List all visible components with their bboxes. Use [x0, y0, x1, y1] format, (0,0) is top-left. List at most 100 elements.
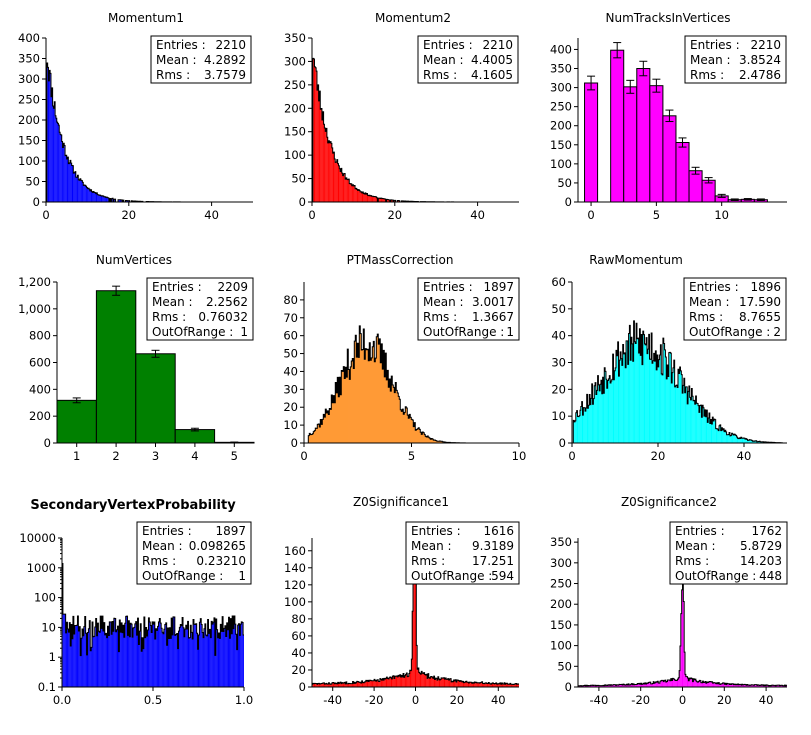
histogram-bin [177, 648, 179, 687]
stat-label: Entries : [675, 524, 725, 538]
histogram-bin [628, 685, 630, 687]
stat-label: Mean : [689, 295, 730, 309]
histogram-bin [360, 682, 361, 687]
x-tick-label: 40 [470, 208, 485, 222]
histogram-bin [374, 679, 375, 687]
histogram-bin [407, 415, 409, 443]
histogram-bin [719, 424, 721, 443]
histogram-bin [654, 361, 656, 443]
stat-value: 3.7579 [204, 68, 246, 82]
histogram-bin [600, 685, 602, 687]
histogram-bin [489, 683, 491, 687]
histogram-bin [736, 684, 737, 687]
histogram-bin [444, 679, 446, 687]
histogram-bin [585, 408, 587, 443]
histogram-bin [369, 680, 371, 687]
histogram-bin [411, 659, 413, 687]
histogram-bin [606, 388, 608, 443]
histogram-bin [129, 636, 131, 687]
y-tick-label: 40 [283, 364, 298, 378]
histogram-bin [666, 378, 668, 443]
histogram-bin [159, 618, 161, 687]
histogram-bin [197, 649, 199, 687]
y-tick-label: 80 [291, 612, 306, 626]
histogram-bin [679, 670, 680, 687]
histogram-bin [451, 681, 452, 687]
histogram-bin [158, 621, 160, 687]
histogram-bin [493, 683, 495, 687]
histogram-bin [603, 685, 605, 687]
histogram-bin [195, 623, 197, 687]
y-tick-label: 400 [29, 382, 51, 396]
histogram-bin [321, 108, 322, 202]
histogram-bin [205, 635, 207, 687]
histogram-bin [92, 192, 94, 202]
stat-value: 17.251 [472, 554, 514, 568]
histogram-bin [781, 685, 782, 687]
histogram-bin [698, 405, 699, 443]
histogram-bin [198, 634, 200, 687]
histogram-bin [362, 682, 364, 687]
histogram-bin [689, 397, 691, 443]
histogram-bin [597, 685, 599, 687]
histogram-bin [608, 378, 610, 443]
histogram-bin [326, 128, 327, 202]
stats-box: Entries : 1762 Mean : 5.8729 Rms : 14.203OutO… [669, 521, 788, 585]
y-tick-label: 300 [550, 556, 572, 570]
histogram-bin [654, 682, 656, 687]
histogram-bin [94, 627, 96, 687]
stat-label: Entries : [689, 280, 739, 294]
histogram-bin [178, 631, 180, 687]
histogram-bin [734, 434, 736, 443]
histogram-bin [55, 118, 57, 202]
histogram-bin [416, 429, 418, 443]
histogram-bin [622, 344, 624, 443]
histogram-bin [591, 685, 593, 687]
histogram-bin [708, 417, 709, 443]
histogram-bin [160, 623, 162, 687]
histogram-bin [348, 179, 350, 202]
histogram-bin [653, 353, 655, 443]
histogram-bin [131, 624, 133, 687]
histogram-bin [504, 682, 505, 687]
histogram-bin [99, 195, 101, 202]
histogram-bin [119, 620, 121, 687]
histogram-bin [490, 683, 491, 687]
histogram-bin [133, 627, 135, 687]
histogram-bin [220, 624, 222, 687]
histogram-bin [240, 624, 242, 687]
histogram-bin [684, 392, 686, 443]
stat-label: OutOfRange : [689, 325, 770, 339]
histogram-bin [100, 195, 102, 202]
histogram-bin [593, 685, 594, 687]
y-tick-label: 0 [299, 195, 306, 209]
histogram-bin [685, 674, 686, 687]
histogram-bin [687, 678, 689, 687]
histogram-bin [719, 684, 721, 687]
histogram-bin [77, 175, 79, 202]
histogram-bin [677, 387, 678, 443]
histogram-bin [495, 682, 497, 687]
stat-label: Mean : [152, 295, 193, 309]
stat-value: 1616 [483, 524, 514, 538]
histogram-bin [352, 681, 354, 687]
histogram-bin [339, 682, 341, 687]
histogram-bin [360, 683, 362, 687]
histogram-bin [172, 634, 174, 687]
histogram-bin [515, 683, 517, 687]
histogram-bin [331, 682, 333, 687]
histogram-bin [390, 677, 392, 687]
histogram-bin [356, 357, 358, 443]
histogram-bin [741, 438, 743, 443]
histogram-bin [57, 123, 59, 202]
x-tick-label: 1 [73, 449, 80, 463]
y-tick-label: 50 [557, 176, 572, 190]
histogram-bin [442, 678, 444, 687]
histogram-bin [48, 80, 50, 202]
histogram-bin [704, 682, 706, 687]
histogram-bin [69, 162, 71, 202]
histogram-bin [705, 416, 707, 443]
bar [610, 49, 625, 203]
histogram-bin [101, 628, 103, 687]
histogram-bin [364, 359, 366, 443]
